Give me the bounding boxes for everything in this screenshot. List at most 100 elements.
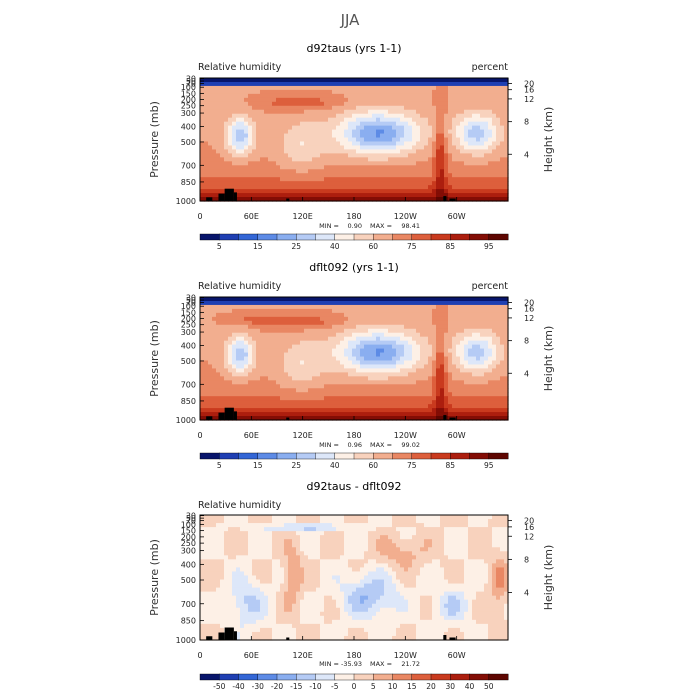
field-cell: [336, 356, 341, 362]
field-cell: [480, 384, 485, 389]
field-cell: [292, 189, 297, 194]
field-cell: [412, 157, 417, 162]
field-cell: [356, 189, 361, 194]
field-cell: [476, 392, 481, 397]
field-cell: [208, 364, 213, 370]
field-cell: [200, 635, 205, 641]
field-cell: [472, 400, 477, 405]
field-cell: [500, 312, 505, 318]
field-cell: [372, 177, 377, 182]
field-cell: [352, 165, 357, 170]
field-cell: [432, 189, 437, 194]
field-cell: [504, 297, 509, 302]
field-cell: [232, 388, 237, 393]
field-cell: [420, 105, 425, 111]
field-cell: [392, 97, 397, 103]
field-cell: [468, 396, 473, 401]
field-cell: [348, 332, 353, 338]
field-cell: [296, 97, 301, 103]
field-cell: [244, 304, 249, 310]
field-cell: [320, 141, 325, 147]
field-cell: [300, 137, 305, 143]
field-cell: [312, 97, 317, 103]
field-cell: [200, 611, 205, 617]
field-cell: [408, 388, 413, 393]
field-cell: [420, 173, 425, 178]
field-cell: [284, 297, 289, 302]
field-cell: [344, 324, 349, 330]
field-cell: [348, 412, 353, 417]
field-cell: [292, 392, 297, 397]
field-cell: [376, 416, 381, 421]
field-cell: [208, 181, 213, 186]
field-cell: [440, 368, 445, 373]
field-cell: [404, 133, 409, 139]
field-cell: [428, 85, 433, 91]
field-cell: [200, 595, 205, 601]
field-cell: [212, 93, 217, 99]
field-cell: [252, 89, 257, 95]
field-cell: [340, 157, 345, 162]
field-cell: [428, 300, 433, 306]
field-cell: [204, 412, 209, 417]
field-cell: [436, 352, 441, 358]
field-cell: [416, 380, 421, 385]
field-cell: [416, 137, 421, 143]
field-cell: [344, 308, 349, 314]
field-cell: [276, 316, 281, 322]
field-cell: [492, 380, 497, 385]
field-cell: [220, 388, 225, 393]
field-cell: [400, 169, 405, 174]
field-cell: [472, 316, 477, 322]
field-cell: [224, 308, 229, 314]
field-cell: [208, 153, 213, 158]
field-cell: [200, 316, 205, 322]
field-cell: [204, 117, 209, 123]
field-cell: [444, 384, 449, 389]
field-cell: [416, 344, 421, 350]
field-cell: [344, 404, 349, 409]
field-cell: [216, 340, 221, 346]
field-cell: [276, 101, 281, 107]
field-cell: [284, 181, 289, 186]
field-cell: [296, 400, 301, 405]
field-cell: [264, 388, 269, 393]
topography: [218, 193, 225, 201]
field-cell: [316, 161, 321, 166]
field-cell: [352, 97, 357, 103]
field-cell: [356, 380, 361, 385]
field-cell: [280, 85, 285, 91]
field-cell: [300, 109, 305, 115]
field-cell: [392, 380, 397, 385]
field-cell: [216, 78, 221, 83]
field-cell: [292, 332, 297, 338]
field-cell: [220, 400, 225, 405]
field-cell: [344, 97, 349, 103]
field-cell: [216, 177, 221, 182]
field-cell: [252, 376, 257, 381]
field-cell: [428, 109, 433, 115]
field-cell: [236, 193, 241, 198]
field-cell: [460, 308, 465, 314]
field-cell: [368, 396, 373, 401]
field-cell: [440, 380, 445, 385]
field-cell: [432, 344, 437, 350]
field-cell: [276, 97, 281, 103]
field-cell: [268, 308, 273, 314]
field-cell: [316, 380, 321, 385]
field-cell: [424, 185, 429, 190]
field-cell: [412, 360, 417, 366]
field-cell: [416, 316, 421, 322]
y-tick-label: 300: [181, 328, 196, 337]
field-cell: [268, 137, 273, 143]
field-cell: [452, 177, 457, 182]
field-cell: [412, 121, 417, 127]
field-cell: [460, 340, 465, 346]
field-cell: [328, 181, 333, 186]
field-cell: [428, 312, 433, 318]
field-cell: [328, 304, 333, 310]
field-cell: [360, 165, 365, 170]
colorbar-swatch: [276, 452, 297, 460]
field-cell: [336, 101, 341, 107]
field-cell: [480, 297, 485, 302]
